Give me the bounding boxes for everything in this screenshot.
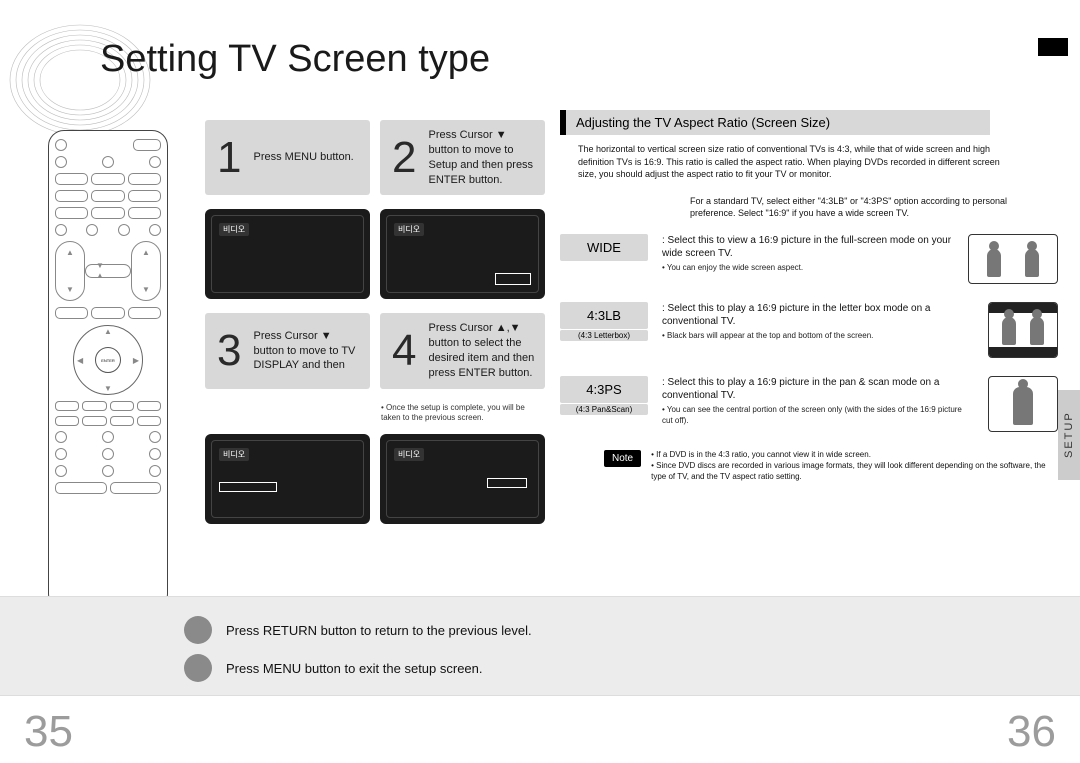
- side-tab-setup: SETUP: [1058, 390, 1080, 480]
- tv-tag: 비디오: [219, 223, 249, 236]
- page-edge-mark: [1038, 38, 1068, 56]
- step-number: 3: [209, 329, 245, 373]
- tv-screen-2: 비디오: [380, 209, 545, 299]
- aspect-label: 4:3PS: [560, 376, 648, 403]
- step-text: Press MENU button.: [253, 150, 353, 165]
- page-title: Setting TV Screen type: [100, 38, 490, 81]
- aspect-43ps: 4:3PS (4:3 Pan&Scan) : Select this to pl…: [560, 376, 1058, 432]
- aspect-desc: : Select this to play a 16:9 picture in …: [662, 376, 974, 403]
- note-badge: Note: [604, 450, 641, 467]
- step-text: Press Cursor ▼ button to move to Setup a…: [428, 128, 537, 187]
- tv-tag: 비디오: [394, 223, 424, 236]
- footer-text: Press MENU button to exit the setup scre…: [226, 661, 483, 676]
- footer-band: [0, 596, 1080, 696]
- step-4: 4 Press Cursor ▲,▼ button to select the …: [380, 313, 545, 388]
- aspect-desc: : Select this to view a 16:9 picture in …: [662, 234, 954, 261]
- step-subnote: • Once the setup is complete, you will b…: [381, 403, 545, 424]
- step-number: 4: [384, 329, 420, 373]
- aspect-sublabel: (4:3 Letterbox): [560, 330, 648, 341]
- aspect-43lb: 4:3LB (4:3 Letterbox) : Select this to p…: [560, 302, 1058, 358]
- bullet-icon: [184, 654, 212, 682]
- hint-text: For a standard TV, select either "4:3LB"…: [690, 195, 1010, 220]
- tv-tag: 비디오: [219, 448, 249, 461]
- aspect-foot: • You can enjoy the wide screen aspect.: [662, 263, 954, 274]
- footer-row-2: Press MENU button to exit the setup scre…: [184, 654, 483, 682]
- tv-screen-3: 비디오: [205, 434, 370, 524]
- remote-control-illustration: ENTER ▲ ▼ ◀ ▶: [48, 130, 168, 610]
- aspect-label: 4:3LB: [560, 302, 648, 329]
- footer-text: Press RETURN button to return to the pre…: [226, 623, 532, 638]
- step-3: 3 Press Cursor ▼ button to move to TV DI…: [205, 313, 370, 388]
- right-column: Adjusting the TV Aspect Ratio (Screen Si…: [560, 110, 1058, 482]
- step-number: 2: [384, 136, 420, 180]
- step-text: Press Cursor ▲,▼ button to select the de…: [428, 321, 537, 380]
- aspect-wide: WIDE : Select this to view a 16:9 pictur…: [560, 234, 1058, 284]
- aspect-desc: : Select this to play a 16:9 picture in …: [662, 302, 974, 329]
- tv-screen-1: 비디오: [205, 209, 370, 299]
- bullet-icon: [184, 616, 212, 644]
- note-text: • If a DVD is in the 4:3 ratio, you cann…: [651, 450, 1058, 482]
- step-2: 2 Press Cursor ▼ button to move to Setup…: [380, 120, 545, 195]
- step-number: 1: [209, 136, 245, 180]
- aspect-label: WIDE: [560, 234, 648, 261]
- aspect-foot: • Black bars will appear at the top and …: [662, 331, 974, 342]
- aspect-icon-wide: [968, 234, 1058, 284]
- tv-screen-4: 비디오: [380, 434, 545, 524]
- footer-row-1: Press RETURN button to return to the pre…: [184, 616, 532, 644]
- page-number-right: 36: [1007, 707, 1056, 757]
- tv-tag: 비디오: [394, 448, 424, 461]
- step-1: 1 Press MENU button.: [205, 120, 370, 195]
- step-text: Press Cursor ▼ button to move to TV DISP…: [253, 329, 362, 374]
- aspect-icon-letterbox: [988, 302, 1058, 358]
- aspect-icon-panscan: [988, 376, 1058, 432]
- intro-text: The horizontal to vertical screen size r…: [560, 143, 1020, 181]
- steps-column: 1 Press MENU button. 2 Press Cursor ▼ bu…: [205, 120, 545, 538]
- section-header: Adjusting the TV Aspect Ratio (Screen Si…: [560, 110, 990, 135]
- page-number-left: 35: [24, 707, 73, 757]
- aspect-sublabel: (4:3 Pan&Scan): [560, 404, 648, 415]
- note-row: Note • If a DVD is in the 4:3 ratio, you…: [604, 450, 1058, 482]
- aspect-foot: • You can see the central portion of the…: [662, 405, 974, 427]
